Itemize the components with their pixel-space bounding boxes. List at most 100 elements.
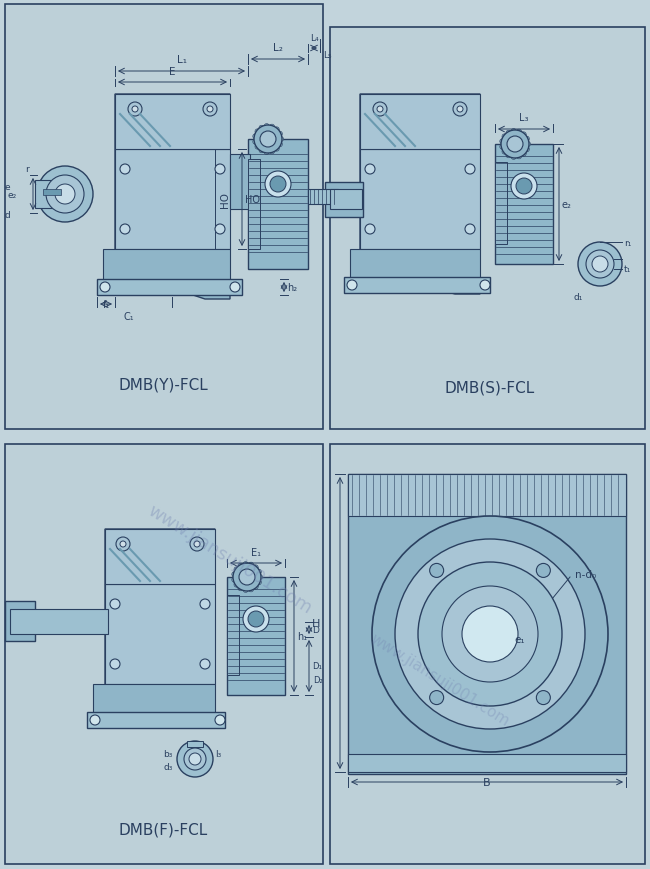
Text: f₁: f₁ (103, 300, 110, 309)
Text: E: E (169, 67, 176, 77)
Bar (330, 444, 645, 864)
Circle shape (255, 145, 260, 150)
Text: B: B (483, 777, 491, 787)
Circle shape (265, 172, 291, 198)
Circle shape (234, 567, 239, 572)
Circle shape (377, 107, 383, 113)
Circle shape (365, 165, 375, 175)
Bar (93, 684, 215, 722)
Circle shape (207, 107, 213, 113)
Text: C₁: C₁ (123, 312, 134, 322)
Text: n-d₀: n-d₀ (575, 569, 596, 580)
Text: L₃: L₃ (519, 113, 528, 123)
Circle shape (256, 580, 261, 585)
Circle shape (37, 167, 93, 222)
Text: b₃: b₃ (164, 750, 173, 759)
Circle shape (578, 242, 622, 287)
Circle shape (100, 282, 110, 293)
Circle shape (278, 132, 282, 137)
Circle shape (200, 660, 210, 669)
Circle shape (200, 600, 210, 609)
Circle shape (230, 282, 240, 293)
Circle shape (506, 131, 511, 136)
Circle shape (270, 125, 274, 130)
Text: e₂: e₂ (7, 190, 16, 199)
Circle shape (521, 152, 527, 157)
Text: L₅: L₅ (323, 50, 332, 59)
Text: d₃: d₃ (164, 763, 173, 772)
Bar (360, 95, 480, 149)
Text: l₃: l₃ (215, 750, 221, 759)
Circle shape (507, 136, 523, 153)
Polygon shape (115, 95, 230, 300)
Circle shape (430, 691, 444, 705)
Circle shape (215, 225, 225, 235)
Circle shape (254, 565, 258, 570)
Text: www.jiansuji001.com: www.jiansuji001.com (368, 630, 512, 728)
Circle shape (264, 150, 269, 156)
Circle shape (465, 165, 475, 175)
Circle shape (270, 176, 286, 193)
Circle shape (248, 562, 254, 567)
Circle shape (46, 176, 84, 214)
Circle shape (90, 715, 100, 725)
Circle shape (239, 569, 255, 586)
Bar (187, 741, 203, 747)
Circle shape (132, 107, 138, 113)
Circle shape (500, 145, 505, 150)
Text: L₁: L₁ (177, 55, 187, 65)
Circle shape (511, 156, 516, 160)
Circle shape (238, 564, 243, 568)
Circle shape (254, 585, 258, 589)
Circle shape (418, 562, 562, 706)
Circle shape (525, 148, 529, 153)
Bar (115, 149, 230, 249)
Text: DMB(F)-FCL: DMB(F)-FCL (118, 821, 207, 837)
Bar (495, 163, 507, 245)
Circle shape (274, 147, 280, 152)
Circle shape (234, 582, 239, 587)
Circle shape (257, 574, 263, 580)
Circle shape (525, 143, 530, 148)
Bar (227, 595, 239, 675)
Circle shape (502, 150, 507, 155)
Text: L₂: L₂ (273, 43, 283, 53)
Circle shape (536, 691, 551, 705)
Bar (105, 584, 215, 684)
Bar (308, 189, 338, 205)
Bar (5, 601, 35, 641)
Text: r₁: r₁ (624, 238, 631, 247)
Circle shape (480, 281, 490, 290)
Text: DMB(S)-FCL: DMB(S)-FCL (445, 380, 535, 395)
Circle shape (190, 537, 204, 551)
Circle shape (253, 140, 258, 145)
Circle shape (347, 281, 357, 290)
Circle shape (264, 124, 269, 129)
Circle shape (256, 569, 261, 574)
Bar (578, 260, 622, 269)
Bar (5, 444, 323, 864)
Circle shape (442, 587, 538, 682)
Circle shape (120, 541, 126, 547)
Circle shape (203, 103, 217, 116)
Circle shape (55, 185, 75, 205)
Circle shape (194, 541, 200, 547)
Circle shape (243, 562, 248, 567)
Circle shape (238, 586, 243, 591)
Text: HO: HO (245, 195, 260, 205)
Bar (348, 474, 626, 516)
Circle shape (453, 103, 467, 116)
Circle shape (465, 225, 475, 235)
Circle shape (259, 126, 264, 131)
Bar (97, 280, 242, 295)
Bar (105, 529, 215, 584)
Circle shape (592, 256, 608, 273)
Circle shape (511, 129, 516, 135)
Text: e: e (5, 182, 10, 191)
Circle shape (215, 165, 225, 175)
Circle shape (278, 137, 283, 143)
Bar (248, 160, 260, 249)
Circle shape (536, 564, 551, 578)
Circle shape (255, 129, 260, 135)
Text: HO: HO (220, 192, 230, 208)
